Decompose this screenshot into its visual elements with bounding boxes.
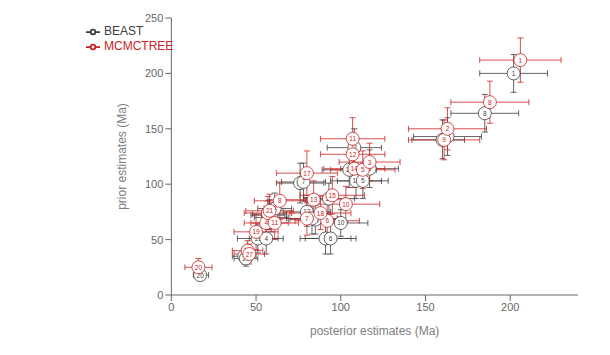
- svg-text:9: 9: [442, 136, 446, 143]
- svg-text:6: 6: [325, 217, 329, 224]
- html-text:BEAST: BEAST: [104, 24, 144, 38]
- svg-text:0: 0: [157, 289, 163, 301]
- svg-text:13: 13: [310, 196, 318, 203]
- svg-text:14: 14: [350, 165, 358, 173]
- svg-text:7: 7: [301, 178, 306, 186]
- svg-text:1: 1: [512, 70, 516, 77]
- svg-text:200: 200: [145, 67, 163, 79]
- svg-text:100: 100: [145, 178, 163, 190]
- svg-text:5: 5: [361, 177, 365, 184]
- svg-text:posterior estimates (Ma): posterior estimates (Ma): [310, 324, 439, 338]
- svg-text:11: 11: [271, 219, 278, 226]
- svg-text:6: 6: [329, 235, 333, 242]
- svg-text:20: 20: [196, 271, 204, 279]
- svg-text:200: 200: [501, 301, 519, 313]
- svg-text:150: 150: [416, 301, 434, 313]
- svg-text:50: 50: [250, 301, 262, 313]
- svg-text:1: 1: [519, 57, 523, 64]
- svg-text:10: 10: [337, 219, 345, 226]
- svg-text:27: 27: [246, 251, 254, 258]
- svg-text:5: 5: [361, 166, 365, 173]
- svg-text:10: 10: [342, 201, 350, 208]
- svg-text:17: 17: [303, 170, 311, 177]
- svg-text:prior estimates (Ma): prior estimates (Ma): [115, 103, 129, 210]
- svg-text:2: 2: [446, 125, 450, 132]
- svg-text:0: 0: [168, 301, 174, 313]
- svg-text:150: 150: [145, 123, 163, 135]
- svg-text:12: 12: [349, 151, 357, 158]
- svg-text:3: 3: [368, 159, 372, 166]
- svg-text:15: 15: [329, 192, 337, 199]
- svg-text:100: 100: [332, 301, 350, 313]
- svg-text:250: 250: [145, 12, 163, 24]
- svg-text:4: 4: [264, 235, 268, 242]
- svg-text:19: 19: [252, 228, 260, 235]
- svg-text:8: 8: [278, 197, 282, 204]
- svg-text:20: 20: [195, 264, 203, 271]
- svg-text:50: 50: [151, 234, 163, 246]
- svg-text:18: 18: [317, 210, 325, 217]
- html-text:MCMCTREE: MCMCTREE: [104, 38, 174, 53]
- svg-text:11: 11: [349, 135, 356, 142]
- svg-text:21: 21: [266, 207, 274, 214]
- svg-text:8: 8: [483, 110, 487, 117]
- svg-text:7: 7: [305, 215, 309, 222]
- svg-text:4: 4: [264, 219, 268, 227]
- svg-text:8: 8: [488, 99, 492, 106]
